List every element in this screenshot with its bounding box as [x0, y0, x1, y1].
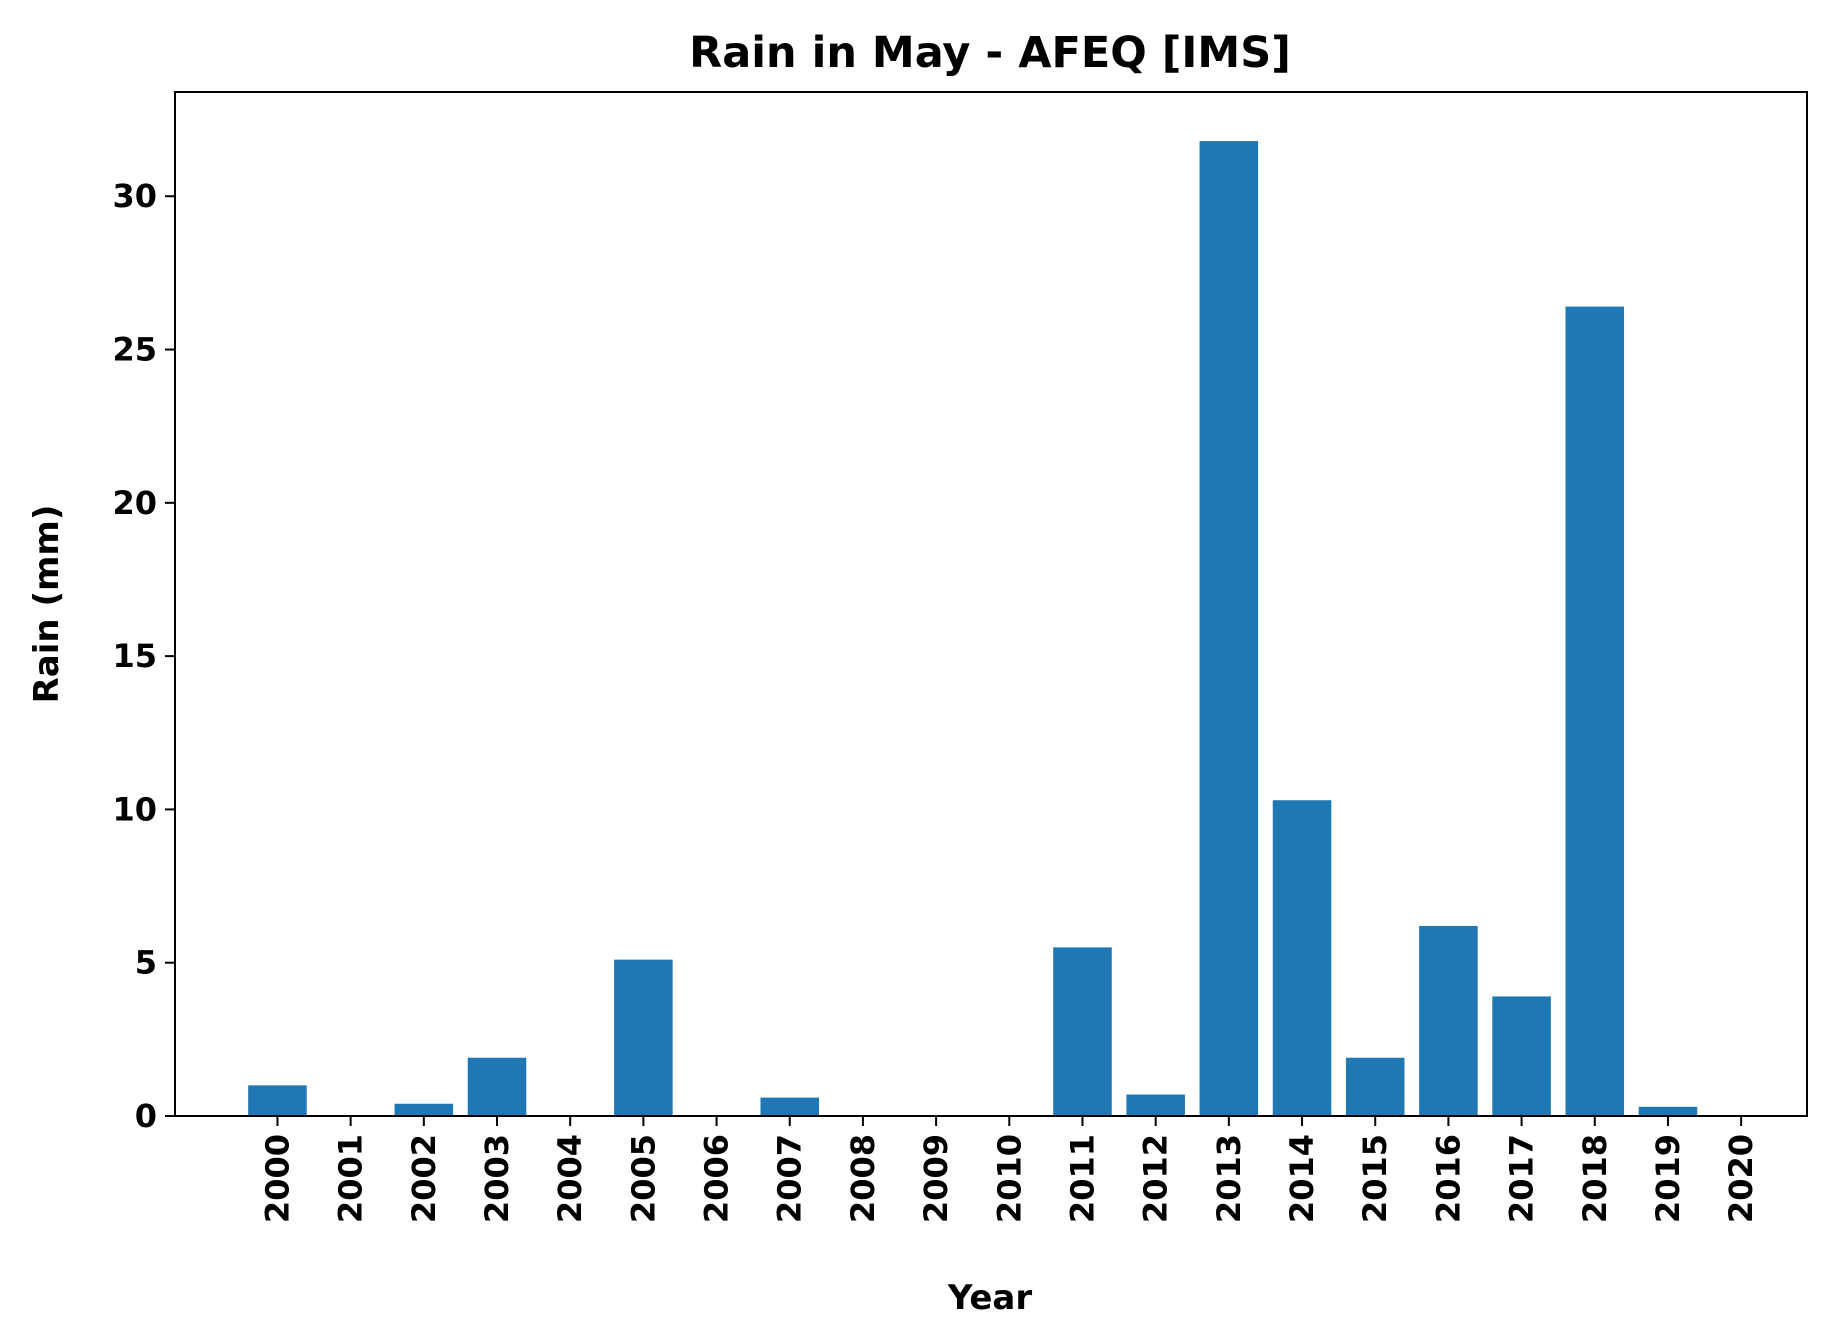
- x-tick-label-2001: 2001: [332, 1134, 370, 1223]
- bar-2016: [1419, 925, 1478, 1116]
- bars-group: [248, 141, 1698, 1117]
- y-tick-label: 5: [135, 944, 157, 982]
- x-tick-label-2012: 2012: [1137, 1134, 1175, 1223]
- x-tick-label-2017: 2017: [1503, 1134, 1541, 1223]
- x-tick-label-2003: 2003: [478, 1134, 516, 1223]
- x-tick-label-2010: 2010: [990, 1134, 1028, 1223]
- bar-2019: [1638, 1106, 1698, 1116]
- x-tick-label-2013: 2013: [1210, 1134, 1248, 1223]
- x-tick-label-2015: 2015: [1356, 1134, 1394, 1223]
- y-tick-label: 30: [112, 177, 157, 215]
- x-tick-label-2016: 2016: [1429, 1134, 1467, 1223]
- x-tick-label-2000: 2000: [258, 1134, 296, 1223]
- x-tick-label-2011: 2011: [1063, 1134, 1101, 1223]
- x-tick-label-2005: 2005: [624, 1134, 662, 1223]
- x-tick-label-2008: 2008: [844, 1134, 882, 1223]
- x-tick-label-2004: 2004: [551, 1134, 589, 1223]
- bar-2011: [1053, 947, 1112, 1116]
- y-axis-label: Rain (mm): [27, 505, 67, 704]
- bar-2013: [1199, 141, 1259, 1117]
- bar-2007: [760, 1097, 820, 1116]
- x-tick-label-2009: 2009: [917, 1134, 955, 1223]
- bar-2015: [1345, 1057, 1405, 1116]
- y-tick-label: 25: [112, 331, 157, 369]
- y-tick-label: 0: [135, 1097, 157, 1135]
- x-tick-label-2006: 2006: [698, 1134, 736, 1223]
- x-tick-label-2007: 2007: [771, 1134, 809, 1223]
- bar-2018: [1565, 306, 1625, 1116]
- y-tick-label: 15: [112, 637, 157, 675]
- y-tick-label: 10: [112, 790, 157, 828]
- x-tick-label-2014: 2014: [1283, 1134, 1321, 1223]
- chart-title: Rain in May - AFEQ [IMS]: [689, 28, 1291, 78]
- plot-frame: [174, 91, 1808, 1117]
- bar-2014: [1272, 800, 1332, 1116]
- x-axis-label: Year: [947, 1278, 1033, 1318]
- x-axis-ticks: 2000 2001 2002 2003 2004 2005 2006 2007 2008 2009…: [258, 1116, 1760, 1223]
- bar-2005: [614, 959, 673, 1116]
- x-tick-label-2020: 2020: [1722, 1134, 1760, 1223]
- bar-2002: [394, 1103, 454, 1116]
- bar-2003: [467, 1057, 527, 1116]
- y-axis-ticks: 0 5 10 15 20 25 30: [112, 177, 175, 1135]
- x-tick-label-2002: 2002: [405, 1134, 443, 1223]
- x-tick-label-2019: 2019: [1649, 1134, 1687, 1223]
- y-tick-label: 20: [112, 484, 157, 522]
- bar-2017: [1492, 996, 1551, 1116]
- x-tick-label-2018: 2018: [1576, 1134, 1614, 1223]
- bar-2000: [248, 1085, 307, 1116]
- bar-2012: [1126, 1094, 1185, 1116]
